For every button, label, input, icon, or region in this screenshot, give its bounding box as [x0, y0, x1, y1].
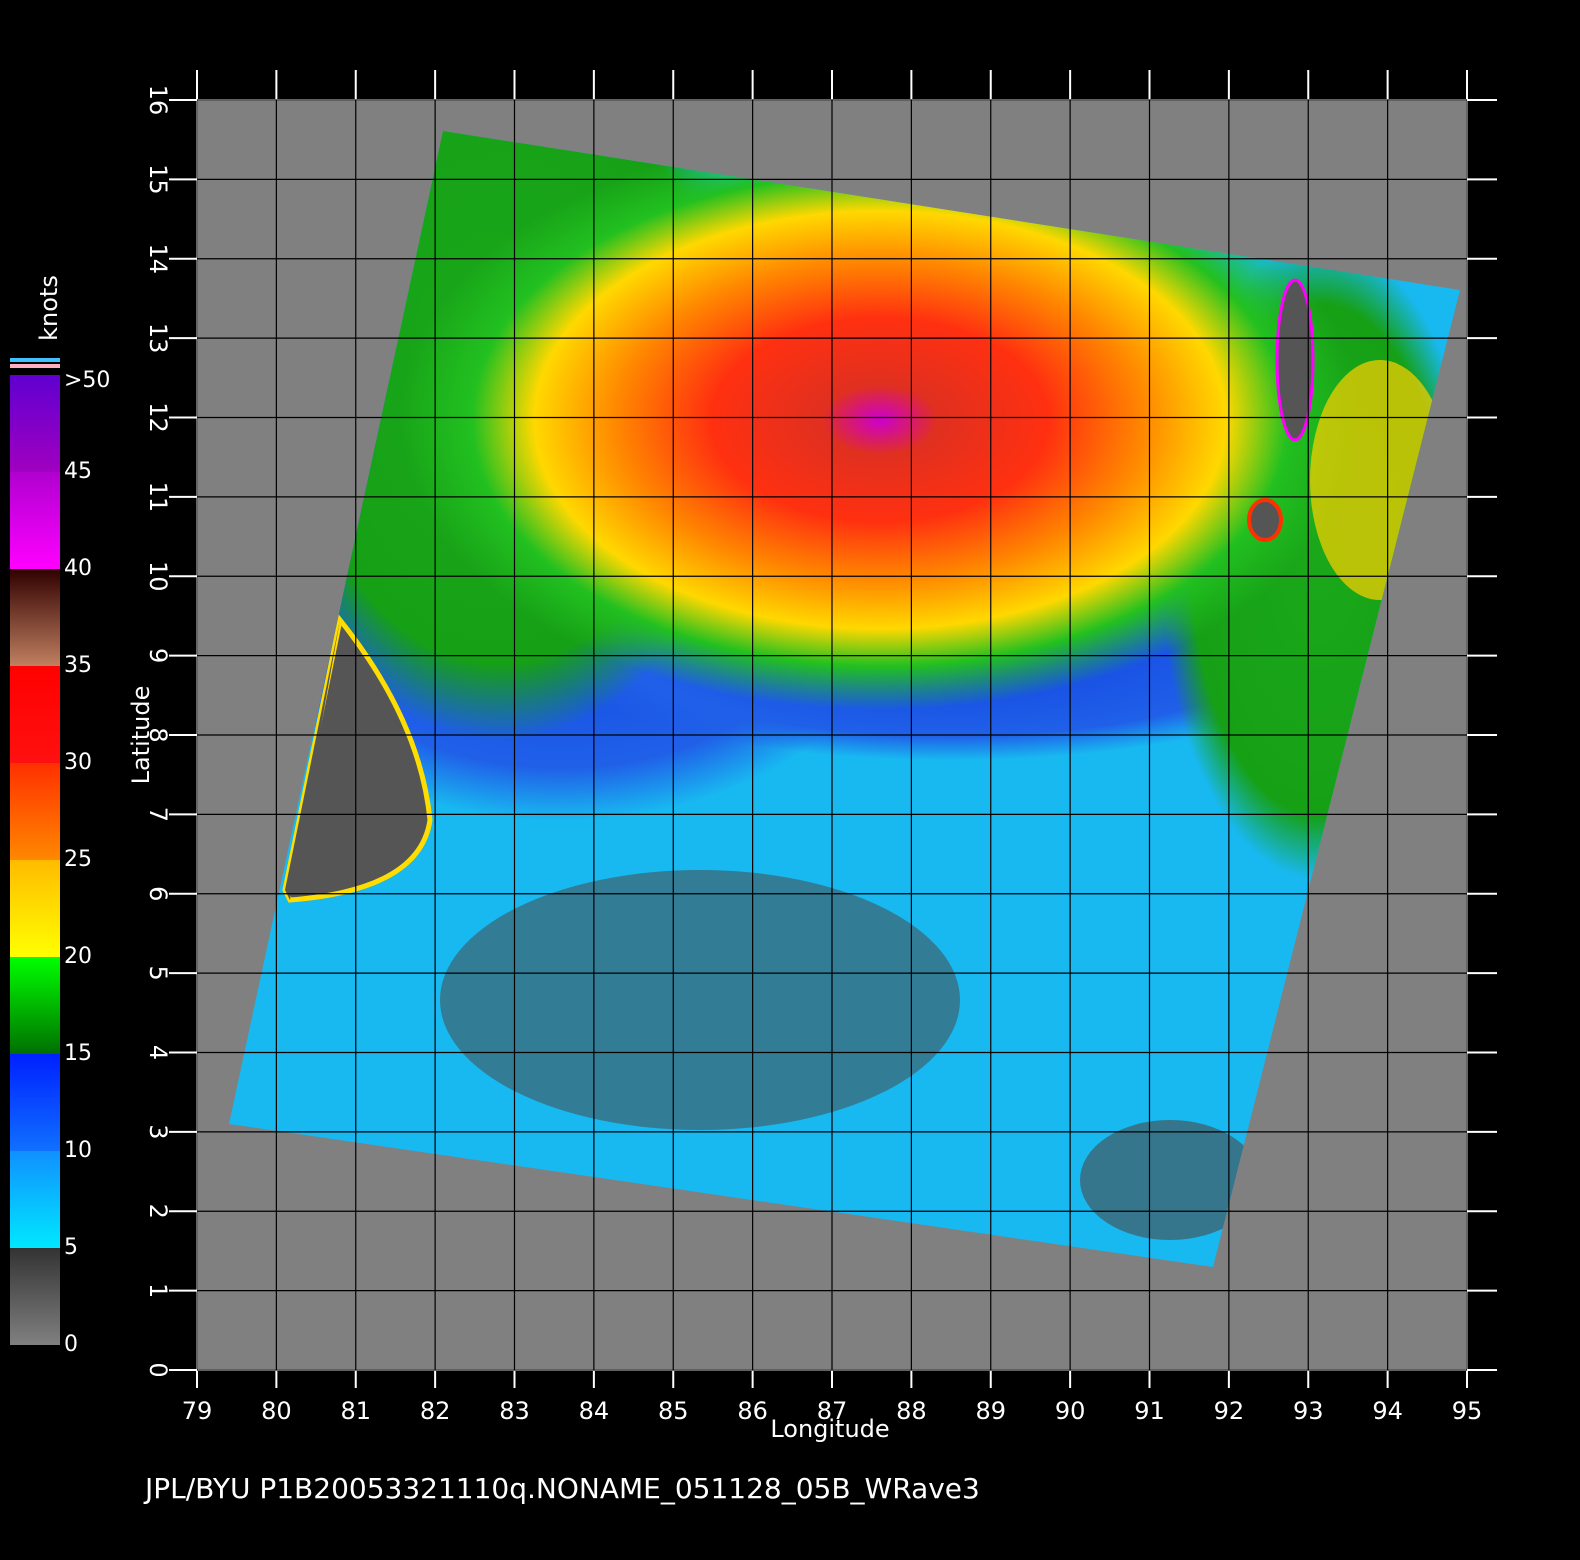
y-tick-label: 16	[144, 85, 172, 116]
y-tick-label: 12	[144, 402, 172, 433]
colorbar-tick-label: 35	[64, 653, 92, 678]
colorbar-tick-label: 15	[64, 1041, 92, 1066]
land	[285, 620, 340, 900]
colorbar-tick-label: 0	[64, 1332, 78, 1357]
y-tick-label: 4	[144, 1045, 172, 1060]
y-tick-label: 2	[144, 1204, 172, 1219]
y-tick-label: 5	[144, 965, 172, 980]
colorbar-tick-label: 45	[64, 459, 92, 484]
x-tick-label: 80	[261, 1397, 292, 1425]
x-tick-label: 87	[817, 1397, 848, 1425]
y-tick-label: 6	[144, 886, 172, 901]
x-axis-label: Longitude	[770, 1415, 889, 1443]
y-tick-label: 7	[144, 807, 172, 822]
colorbar-tick-label: 5	[64, 1235, 78, 1260]
x-tick-label: 90	[1055, 1397, 1086, 1425]
x-tick-label: 84	[579, 1397, 610, 1425]
colorbar-cap	[10, 364, 60, 368]
y-tick-label: 14	[144, 243, 172, 274]
y-axis-label: Latitude	[127, 686, 155, 785]
y-tick-label: 9	[144, 648, 172, 663]
colorbar-tick-label: >50	[64, 368, 110, 393]
colorbar	[10, 375, 60, 1345]
y-tick-label: 3	[144, 1124, 172, 1139]
colorbar-tick-label: 40	[64, 556, 92, 581]
colorbar-tick-label: 20	[64, 944, 92, 969]
x-tick-label: 88	[896, 1397, 927, 1425]
y-tick-label: 8	[144, 727, 172, 742]
colorbar-tick-label: 10	[64, 1138, 92, 1163]
x-tick-label: 89	[975, 1397, 1006, 1425]
y-tick-label: 1	[144, 1283, 172, 1298]
x-tick-label: 83	[499, 1397, 530, 1425]
y-tick-label: 10	[144, 561, 172, 592]
x-tick-label: 93	[1293, 1397, 1324, 1425]
colorbar-tick-label: 30	[64, 750, 92, 775]
x-tick-label: 94	[1372, 1397, 1403, 1425]
y-tick-label: 15	[144, 164, 172, 195]
colorbar-cap	[10, 358, 60, 362]
x-tick-label: 79	[182, 1397, 213, 1425]
x-tick-label: 81	[340, 1397, 371, 1425]
colorbar-tick-label: 25	[64, 847, 92, 872]
x-tick-label: 95	[1452, 1397, 1483, 1425]
x-tick-label: 82	[420, 1397, 451, 1425]
colorbar-label: knots	[35, 275, 63, 341]
x-tick-label: 91	[1134, 1397, 1165, 1425]
y-tick-label: 13	[144, 323, 172, 354]
y-tick-label: 0	[144, 1362, 172, 1377]
x-tick-label: 92	[1214, 1397, 1245, 1425]
x-tick-label: 85	[658, 1397, 689, 1425]
y-tick-label: 11	[144, 482, 172, 513]
caption: JPL/BYU P1B20053321110q.NONAME_051128_05…	[143, 1472, 980, 1505]
x-tick-label: 86	[737, 1397, 768, 1425]
